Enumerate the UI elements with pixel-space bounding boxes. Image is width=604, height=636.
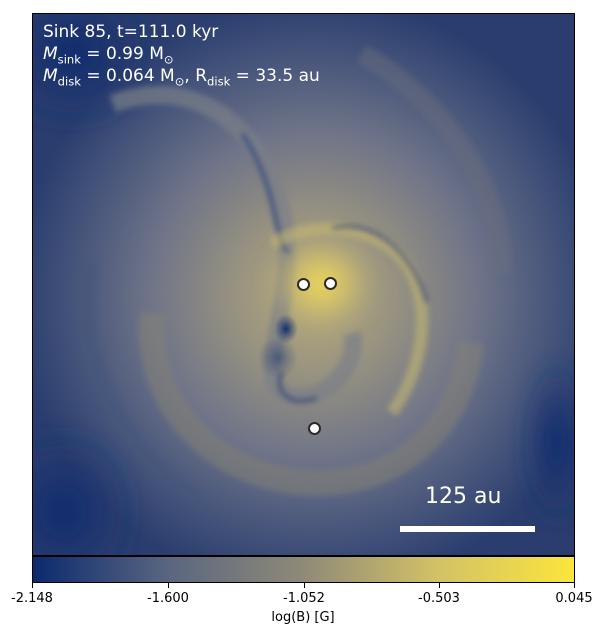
title-line-1: Sink 85, t=111.0 kyr <box>43 22 219 42</box>
colorbar-tick-label: -1.052 <box>283 591 325 606</box>
scale-bar-label: 125 au <box>425 484 502 509</box>
title-line-2-symbol: M <box>43 44 58 64</box>
title-line-3-unit-subscript: ⊙ <box>174 74 185 89</box>
magnetic-field-map <box>33 14 574 555</box>
title-line-2-value: = 0.99 M <box>80 44 164 64</box>
title-line-3-radius-subscript: disk <box>207 74 231 89</box>
title-line-3-radius-value: = 33.5 au <box>230 66 320 86</box>
colorbar-tick <box>304 583 305 588</box>
colorbar-tick <box>439 583 440 588</box>
colorbar-tick <box>32 583 33 588</box>
colorbar-tick <box>574 583 575 588</box>
title-line-2-unit-subscript: ⊙ <box>163 52 174 67</box>
title-line-2: Msink = 0.99 M⊙ <box>43 44 174 70</box>
colorbar-tick <box>168 583 169 588</box>
colorbar-tick-label: -2.148 <box>11 591 53 606</box>
field-panel: Sink 85, t=111.0 kyr Msink = 0.99 M⊙ Mdi… <box>32 13 575 556</box>
sink-2-marker <box>324 277 337 290</box>
sink-3-marker <box>308 422 321 435</box>
colorbar-tick-label: -0.503 <box>418 591 460 606</box>
scale-bar <box>400 526 535 532</box>
title-line-3-radius: , R <box>184 66 208 86</box>
colorbar-label: log(B) [G] <box>271 610 335 625</box>
sink-1-marker <box>297 278 310 291</box>
title-line-3-symbol: M <box>43 66 58 86</box>
title-line-3: Mdisk = 0.064 M⊙, Rdisk = 33.5 au <box>43 66 320 92</box>
colorbar-tick-label: 0.045 <box>555 591 593 606</box>
title-line-3-subscript: disk <box>57 74 81 89</box>
colorbar-tick-label: -1.600 <box>147 591 189 606</box>
title-line-2-subscript: sink <box>57 52 81 67</box>
colorbar <box>32 556 575 583</box>
title-line-3-value: = 0.064 M <box>80 66 175 86</box>
